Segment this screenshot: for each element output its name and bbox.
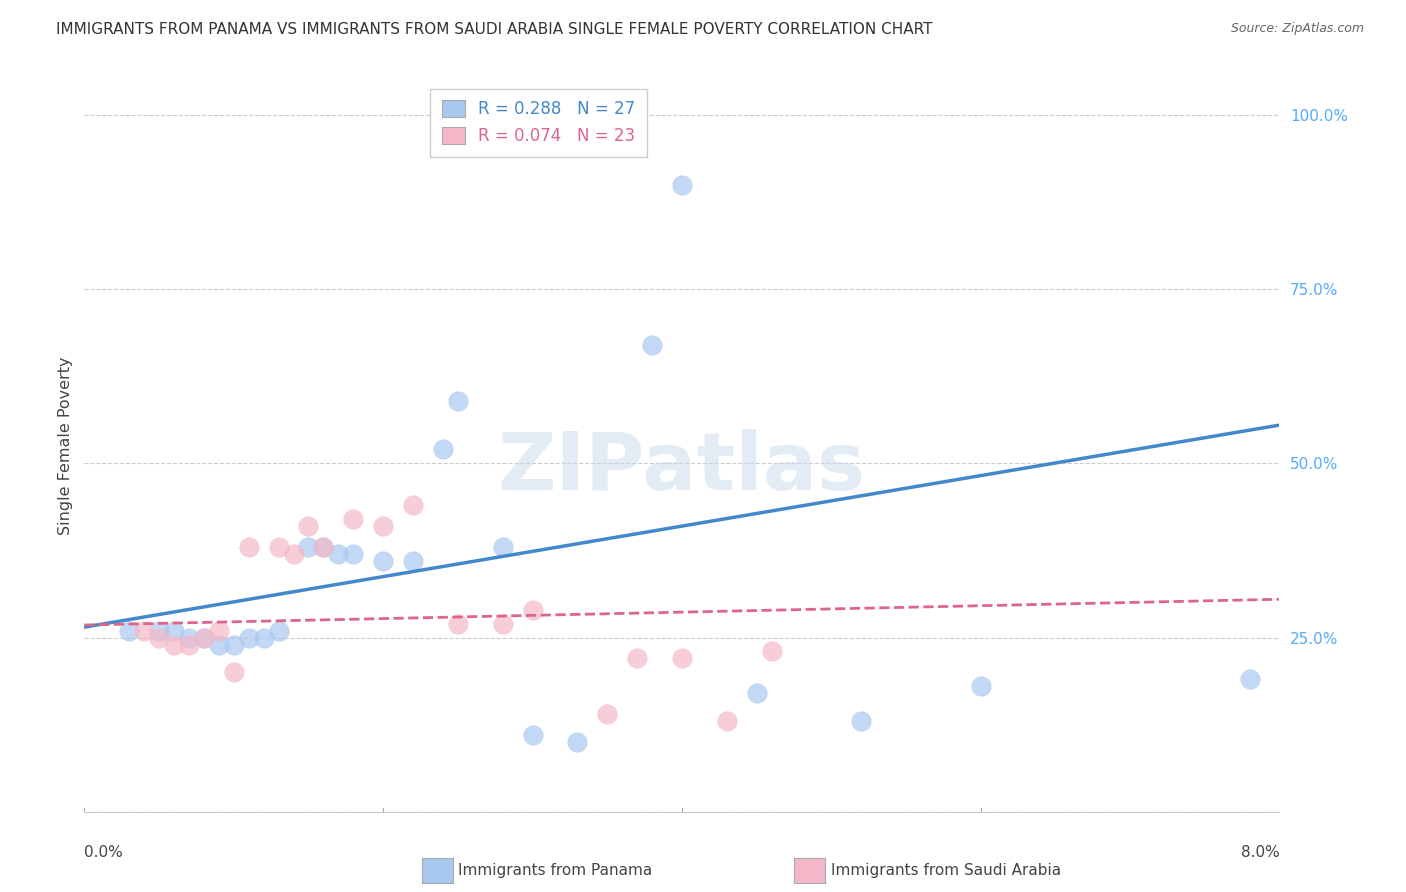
Point <box>208 638 231 652</box>
Point <box>567 735 589 749</box>
Text: Source: ZipAtlas.com: Source: ZipAtlas.com <box>1230 22 1364 36</box>
Point <box>402 498 425 512</box>
Point <box>163 638 186 652</box>
Y-axis label: Single Female Poverty: Single Female Poverty <box>58 357 73 535</box>
Point <box>626 651 648 665</box>
Point <box>342 547 364 561</box>
Point <box>148 624 170 638</box>
Point <box>132 624 156 638</box>
Point <box>522 603 544 617</box>
Point <box>342 512 364 526</box>
Point <box>312 540 335 554</box>
Point <box>177 638 200 652</box>
Text: Immigrants from Saudi Arabia: Immigrants from Saudi Arabia <box>831 863 1062 878</box>
Text: Immigrants from Panama: Immigrants from Panama <box>458 863 652 878</box>
Point <box>447 393 470 408</box>
Point <box>492 616 515 631</box>
Point <box>447 616 470 631</box>
Point <box>238 631 260 645</box>
Text: 8.0%: 8.0% <box>1240 845 1279 860</box>
Point <box>641 338 664 352</box>
Point <box>522 728 544 742</box>
Point <box>193 631 215 645</box>
Legend: R = 0.288   N = 27, R = 0.074   N = 23: R = 0.288 N = 27, R = 0.074 N = 23 <box>430 88 647 157</box>
Point <box>969 679 991 693</box>
Point <box>283 547 305 561</box>
Point <box>671 651 693 665</box>
Point <box>312 540 335 554</box>
Point <box>208 624 231 638</box>
Point <box>371 554 394 568</box>
Point <box>222 665 245 680</box>
Point <box>402 554 425 568</box>
Point <box>432 442 454 457</box>
Point <box>163 624 186 638</box>
Point <box>193 631 215 645</box>
Text: IMMIGRANTS FROM PANAMA VS IMMIGRANTS FROM SAUDI ARABIA SINGLE FEMALE POVERTY COR: IMMIGRANTS FROM PANAMA VS IMMIGRANTS FRO… <box>56 22 932 37</box>
Point <box>596 707 619 722</box>
Point <box>328 547 350 561</box>
Point <box>1239 673 1261 687</box>
Point <box>745 686 768 700</box>
Point <box>177 631 200 645</box>
Point <box>671 178 693 192</box>
Point <box>716 714 738 728</box>
Point <box>238 540 260 554</box>
Point <box>118 624 141 638</box>
Point <box>267 624 290 638</box>
Text: ZIPatlas: ZIPatlas <box>498 429 866 507</box>
Point <box>267 540 290 554</box>
Text: 0.0%: 0.0% <box>84 845 124 860</box>
Point <box>849 714 872 728</box>
Point <box>492 540 515 554</box>
Point <box>148 631 170 645</box>
Point <box>297 540 319 554</box>
Point <box>297 519 319 533</box>
Point <box>371 519 394 533</box>
Point <box>222 638 245 652</box>
Point <box>253 631 276 645</box>
Point <box>761 644 783 658</box>
